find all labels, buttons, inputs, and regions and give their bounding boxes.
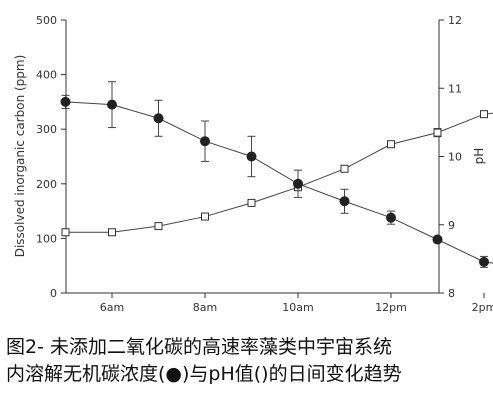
left-y-tick-label: 200 <box>36 178 57 191</box>
figure-caption-line-2: 内溶解无机碳浓度(●)与pH值()的日间变化趋势 <box>6 363 402 385</box>
left-y-tick-label: 100 <box>36 232 57 245</box>
ph-series <box>61 110 493 237</box>
figure-caption-line-1: 图2- 未添加二氧化碳的高速率藻类中宇宙系统 <box>6 336 392 358</box>
ph-point <box>247 198 256 207</box>
ph-point <box>340 164 349 173</box>
dic-point <box>479 256 489 267</box>
ph-point <box>433 128 442 137</box>
dic-series <box>60 81 493 268</box>
x-axis-ticks: 6am8am10am12pm2pm4pm6pm <box>100 293 493 314</box>
dic-point <box>60 96 71 107</box>
x-tick-label: 10am <box>282 301 313 314</box>
dic-point <box>246 151 257 162</box>
x-tick-label: 12pm <box>375 301 407 314</box>
left-y-tick-label: 0 <box>50 287 57 300</box>
ph-line <box>65 112 493 233</box>
dic-point <box>200 136 210 147</box>
right-y-tick-label: 9 <box>448 219 455 232</box>
ph-point <box>201 212 209 221</box>
dic-point <box>432 234 443 245</box>
right-y-tick-label: 8 <box>448 287 455 300</box>
left-y-tick-label: 400 <box>36 69 57 82</box>
ph-point <box>108 228 116 237</box>
right-y-tick-label: 10 <box>448 151 462 164</box>
x-tick-label: 6am <box>100 301 124 314</box>
ph-point <box>387 140 395 149</box>
left-y-tick-label: 500 <box>36 14 57 27</box>
chart: 6am8am10am12pm2pm4pm6pm 0100200300400500… <box>13 14 493 314</box>
right-y-tick-label: 11 <box>448 82 462 95</box>
dic-point <box>293 178 303 189</box>
dic-point <box>107 99 117 110</box>
dic-point <box>386 212 396 223</box>
dic-line <box>65 101 493 264</box>
ph-point <box>61 228 70 237</box>
x-tick-label: 8am <box>193 301 217 314</box>
left-y-tick-label: 300 <box>36 123 57 136</box>
left-y-axis-label: Dissolved inorganic carbon (ppm) <box>13 55 27 258</box>
dic-point <box>339 196 350 207</box>
right-y-tick-label: 12 <box>448 14 462 27</box>
ph-point <box>154 222 163 231</box>
left-y-axis-ticks: 0 100 200 300 400 500 <box>36 14 66 300</box>
right-y-axis-ticks: 8 9 10 11 12 <box>439 14 462 300</box>
x-tick-label: 2pm <box>472 301 493 314</box>
right-y-axis-label: pH <box>472 148 486 165</box>
dic-point <box>153 113 164 124</box>
ph-point <box>480 110 488 119</box>
